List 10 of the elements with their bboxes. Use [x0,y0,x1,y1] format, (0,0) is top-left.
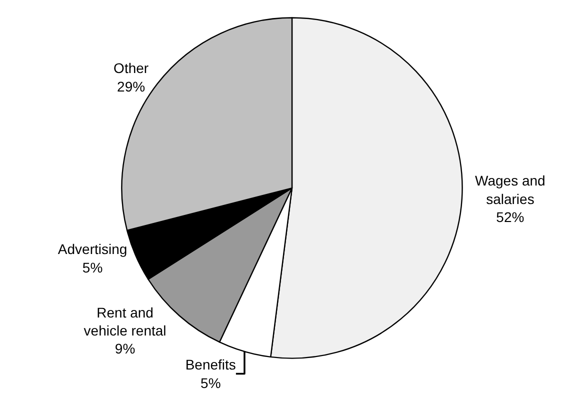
data-label: 5% [200,374,221,391]
slice-label: Wages and salaries [475,172,546,207]
slice-label: Advertising [58,241,128,258]
slice-label: Benefits [185,356,236,373]
data-label: 9% [114,340,136,357]
slice-label: Other [114,60,149,76]
data-label: 52% [496,209,524,226]
data-label: 29% [117,78,146,94]
data-label: 5% [82,259,103,276]
slice-label: Rent and vehicle rental [84,304,166,338]
